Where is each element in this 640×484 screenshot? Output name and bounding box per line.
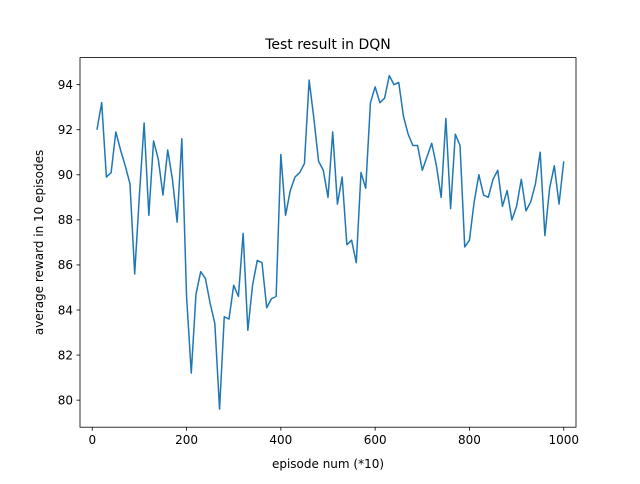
x-axis-label: episode num (*10) [272,457,384,471]
y-tick-label: 88 [58,213,73,227]
x-tick-label: 200 [175,433,198,447]
chart-title: Test result in DQN [264,37,391,53]
y-tick-label: 80 [58,393,73,407]
x-axis-ticks: 0 200 400 600 800 1000 [88,427,579,447]
x-tick-label: 0 [88,433,96,447]
y-tick-label: 94 [58,78,73,92]
y-tick-label: 82 [58,348,73,362]
y-tick-label: 90 [58,168,73,182]
x-tick-label: 400 [269,433,292,447]
plot-frame [79,57,577,428]
x-tick-label: 1000 [548,433,579,447]
series-line-0 [96,74,565,410]
y-axis-label: average reward in 10 episodes [32,150,46,335]
plot-area [80,57,576,428]
y-axis-ticks: 80 82 84 86 88 90 92 94 [58,78,80,407]
y-tick-label: 86 [58,258,73,272]
series-layer [96,74,565,410]
y-tick-label: 92 [58,123,73,137]
y-tick-label: 84 [58,303,73,317]
x-tick-label: 800 [458,433,481,447]
x-tick-label: 600 [364,433,387,447]
